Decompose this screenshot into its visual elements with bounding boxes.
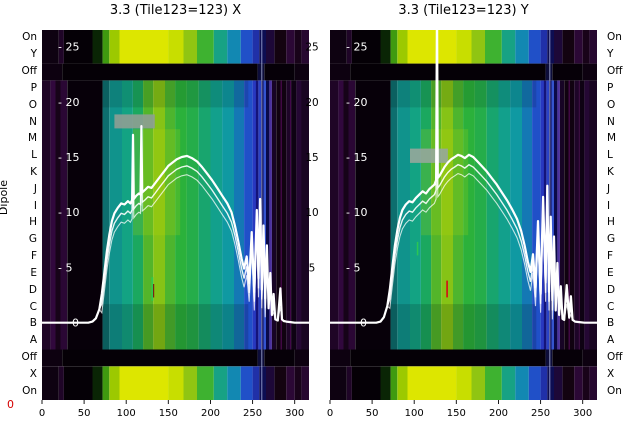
row-label-left-e-14: E — [30, 266, 37, 279]
row-label-left-i-10: I — [33, 199, 37, 212]
row-label-left-a-18: A — [29, 334, 37, 347]
x-tick-label: 200 — [489, 408, 508, 419]
row-label-left-h-11: H — [29, 216, 37, 229]
gap-y-tick-label: 25 — [305, 42, 318, 54]
inner-y-tick-label: 0 — [360, 317, 367, 330]
row-label-right-o-4: O — [607, 98, 616, 111]
row-label-right-c-16: C — [607, 300, 615, 313]
x-tick-label: 150 — [447, 408, 466, 419]
row-label-right-on-0: On — [607, 31, 622, 44]
x-tick-label: 200 — [201, 408, 220, 419]
row-label-left-d-15: D — [28, 283, 37, 296]
inner-y-tick-label: - 15 — [58, 151, 79, 164]
inner-y-tick-label: - 25 — [346, 41, 367, 54]
left-plot-title: 3.3 (Tile123=123) X — [109, 3, 242, 18]
row-label-left-n-5: N — [29, 115, 37, 128]
inner-y-tick-label: - 10 — [346, 206, 367, 219]
row-label-left-on-0: On — [22, 31, 37, 44]
row-label-right-off-2: Off — [607, 65, 623, 77]
corner-zero-label: 0 — [7, 398, 14, 411]
inner-y-tick-label: 0 — [72, 317, 79, 330]
x-tick-label: 100 — [117, 408, 136, 419]
row-label-right-b-17: B — [607, 317, 615, 330]
inner-y-tick-label: - 5 — [346, 262, 360, 275]
x-tick-label: 150 — [159, 408, 178, 419]
row-label-right-d-15: D — [607, 283, 616, 296]
x-tick-label: 0 — [327, 408, 333, 419]
row-label-left-b-17: B — [29, 317, 37, 330]
row-label-right-h-11: H — [607, 216, 615, 229]
row-label-left-j-9: J — [33, 182, 37, 195]
inner-y-tick-label: - 5 — [58, 262, 72, 275]
x-tick-label: 250 — [531, 408, 550, 419]
signal-line — [330, 30, 597, 324]
row-label-right-j-9: J — [607, 182, 611, 195]
heatmap-panel-x — [42, 30, 309, 400]
row-label-right-m-6: M — [607, 132, 617, 145]
row-label-right-f-13: F — [607, 250, 614, 262]
row-label-right-l-7: L — [607, 149, 613, 162]
row-label-right-p-3: P — [607, 81, 614, 94]
row-label-left-y-1: Y — [30, 48, 37, 61]
right-plot-title: 3.3 (Tile123=123) Y — [398, 3, 529, 18]
row-label-left-off-2: Off — [21, 65, 38, 77]
row-label-left-c-16: C — [29, 300, 37, 313]
inner-y-tick-label: - 10 — [58, 206, 79, 219]
heatmap-panel-y — [330, 30, 597, 400]
inner-y-tick-label: - 20 — [346, 96, 367, 109]
x-tick-label: 50 — [366, 408, 379, 419]
x-tick-label: 100 — [405, 408, 424, 419]
inner-y-tick-label: - 20 — [58, 96, 79, 109]
row-label-left-on-21: On — [22, 384, 37, 397]
gap-y-tick-label: 5 — [309, 263, 316, 275]
signal-line — [42, 125, 309, 324]
inner-y-tick-label: - 25 — [58, 41, 79, 54]
inner-y-tick-label: - 15 — [346, 151, 367, 164]
x-tick-label: 300 — [573, 408, 592, 419]
row-label-left-p-3: P — [30, 81, 37, 94]
row-label-left-l-7: L — [31, 149, 37, 162]
row-label-right-y-1: Y — [607, 48, 614, 61]
row-label-right-e-14: E — [607, 266, 614, 279]
x-tick-label: 0 — [39, 408, 45, 419]
row-label-left-m-6: M — [27, 132, 37, 145]
row-label-right-x-20: X — [607, 367, 615, 380]
row-label-right-on-21: On — [607, 384, 622, 397]
row-label-left-f-13: F — [30, 250, 37, 262]
row-label-right-n-5: N — [607, 115, 615, 128]
row-label-right-g-12: G — [607, 233, 616, 246]
row-label-right-a-18: A — [607, 334, 615, 347]
row-label-left-o-4: O — [28, 98, 37, 111]
row-label-right-off-19: Off — [607, 351, 623, 363]
gap-y-tick-label: 20 — [305, 97, 318, 109]
row-label-right-i-10: I — [607, 199, 611, 212]
x-tick-label: 300 — [285, 408, 304, 419]
row-label-left-off-19: Off — [21, 351, 38, 363]
row-label-left-x-20: X — [29, 367, 37, 380]
row-label-left-k-8: K — [30, 166, 37, 178]
gap-y-tick-label: 10 — [305, 207, 318, 219]
x-tick-label: 50 — [78, 408, 91, 419]
gap-y-tick-label: 15 — [305, 152, 318, 164]
row-label-right-k-8: K — [607, 166, 614, 178]
x-tick-label: 250 — [243, 408, 262, 419]
row-label-left-g-12: G — [28, 233, 37, 246]
